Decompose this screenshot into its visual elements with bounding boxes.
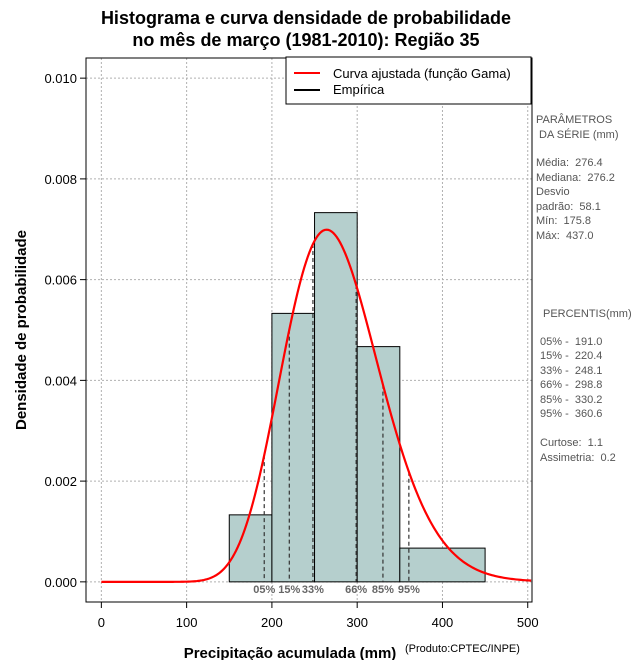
legend-box [285,56,532,105]
params-title-2: DA SÉRIE (mm) [536,129,619,141]
gamma-fit-curve [101,228,532,583]
percentile-66: 66% - 298.8 [540,379,603,391]
percentis-title: PERCENTIS(mm) [543,308,632,320]
histogram-bar-3 [356,346,401,583]
x-tick-label-0: 0 [98,615,105,630]
stat-media: Média: 276.4 [536,157,603,169]
percentile-lines: 05% 15% 33% 66% 85% 95% [253,244,420,596]
histogram-bar-1 [271,312,316,583]
y-tick-label-1: 0.002 [44,474,77,489]
y-tick-label-2: 0.004 [44,373,77,388]
percentile-label-5: 95% [398,584,420,596]
x-tick-label-4: 400 [432,615,454,630]
percentile-05: 05% - 191.0 [540,336,603,348]
gamma-curve-layer [101,228,532,583]
chart-title-line2: no mês de março (1981-2010): Região 35 [132,30,479,50]
stat-desvio-1: Desvio [536,186,570,198]
stat-curtose: Curtose: 1.1 [540,437,603,449]
legend: Curva ajustada (função Gama) Empírica [285,56,532,105]
percentile-label-3: 66% [345,584,367,596]
product-credit: (Produto:CPTEC/INPE) [405,643,520,655]
histogram-bar-4 [399,547,486,583]
legend-label-empirical: Empírica [333,82,385,97]
percentile-label-2: 33% [302,584,324,596]
percentile-label-0: 05% [253,584,275,596]
percentile-label-4: 85% [372,584,394,596]
histogram-bars [228,212,486,583]
params-title-1: PARÂMETROS [536,114,613,126]
x-tick-label-5: 500 [517,615,539,630]
percentile-85: 85% - 330.2 [540,394,603,406]
x-tick-label-1: 100 [176,615,198,630]
percentile-95: 95% - 360.6 [540,408,603,420]
histogram-bar-2 [314,212,358,583]
x-axis-label: Precipitação acumulada (mm) [184,645,397,660]
x-tick-label-3: 300 [346,615,368,630]
stat-desvio-2: padrão: 58.1 [536,201,601,213]
y-tick-label-3: 0.006 [44,273,77,288]
x-tick-label-2: 200 [261,615,283,630]
legend-label-curve: Curva ajustada (função Gama) [333,66,511,81]
percentile-label-1: 15% [278,584,300,596]
y-tick-label-4: 0.008 [44,172,77,187]
axes-layer: 0 100 200 300 400 500 0.000 0.002 0.004 0.006 0.00… [44,57,539,630]
y-tick-label-5: 0.010 [44,71,77,86]
y-tick-label-0: 0.000 [44,575,77,590]
percentile-33: 33% - 248.1 [540,365,603,377]
stat-min: Mín: 175.8 [536,215,592,227]
stat-mediana: Mediana: 276.2 [536,172,615,184]
stat-assimetria: Assimetria: 0.2 [540,452,616,464]
y-axis-label: Densidade de probabilidade [13,230,30,430]
chart-title-line1: Histograma e curva densidade de probabil… [101,8,511,28]
stat-max: Máx: 437.0 [536,230,594,242]
percentile-15: 15% - 220.4 [540,350,603,362]
histogram-bar-0 [228,514,273,583]
